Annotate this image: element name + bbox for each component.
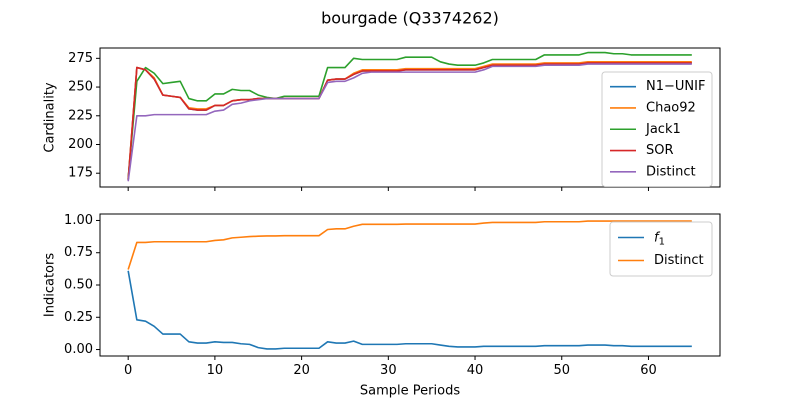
indicators-panel: 0 10 20 30 40 50 60 0.00 0.25 0.50 0.75 1.00 Indicat… [43,213,721,378]
indicators-y-tick-label: 0.00 [64,342,93,357]
cardinality-legend-label-chao92: Chao92 [646,100,696,115]
cardinality-series-sor-line [127,62,692,181]
indicators-x-tick-label: 40 [467,363,484,378]
cardinality-legend-label-sor: SOR [646,143,674,158]
cardinality-y-axis-label: Cardinality [43,82,58,153]
indicators-y-tick-label: 0.75 [64,245,93,260]
indicators-series-lines [127,220,692,350]
figure-title: bourgade (Q3374262) [321,9,499,28]
cardinality-y-tick-label: 175 [68,166,93,181]
cardinality-legend-label-n1-unif: N1−UNIF [646,79,705,94]
indicators-y-axis-label: Indicators [43,253,58,317]
cardinality-series-distinct-line [127,63,692,182]
cardinality-axes-frame [99,47,721,188]
cardinality-legend-box [601,71,713,187]
indicators-y-tick-label: 0.50 [64,278,93,293]
indicators-series-distinct-line [127,220,692,270]
indicators-legend-label-f1: f1 [654,230,665,248]
cardinality-y-tick-label: 275 [68,51,93,66]
cardinality-legend-label-jack1: Jack1 [645,122,681,137]
indicators-legend: f1 Distinct [609,221,713,277]
indicators-x-tick-label: 20 [293,363,310,378]
indicators-x-tick-label: 50 [553,363,570,378]
cardinality-series-jack1-line [127,51,692,180]
indicators-y-tick-label: 1.00 [64,213,93,228]
indicators-x-tick-label: 0 [124,363,132,378]
indicators-legend-box [609,221,713,277]
x-axis-label: Sample Periods [360,384,460,399]
cardinality-series-lines [127,51,692,182]
cardinality-panel: 175 200 225 250 275 Cardinality N1−UNIF Chao92 J… [43,47,721,191]
indicators-y-tick-label: 0.25 [64,310,93,325]
indicators-series-f1-line [127,270,692,350]
cardinality-legend: N1−UNIF Chao92 Jack1 SOR Distinct [601,71,713,187]
indicators-x-tick-label: 10 [207,363,224,378]
indicators-legend-label-distinct: Distinct [654,253,704,268]
indicators-x-tick-label: 30 [380,363,397,378]
cardinality-y-tick-label: 250 [68,80,93,95]
indicators-x-tick-label: 60 [640,363,657,378]
cardinality-y-tick-label: 225 [68,108,93,123]
cardinality-legend-label-distinct: Distinct [646,164,696,179]
cardinality-y-tick-label: 200 [68,137,93,152]
